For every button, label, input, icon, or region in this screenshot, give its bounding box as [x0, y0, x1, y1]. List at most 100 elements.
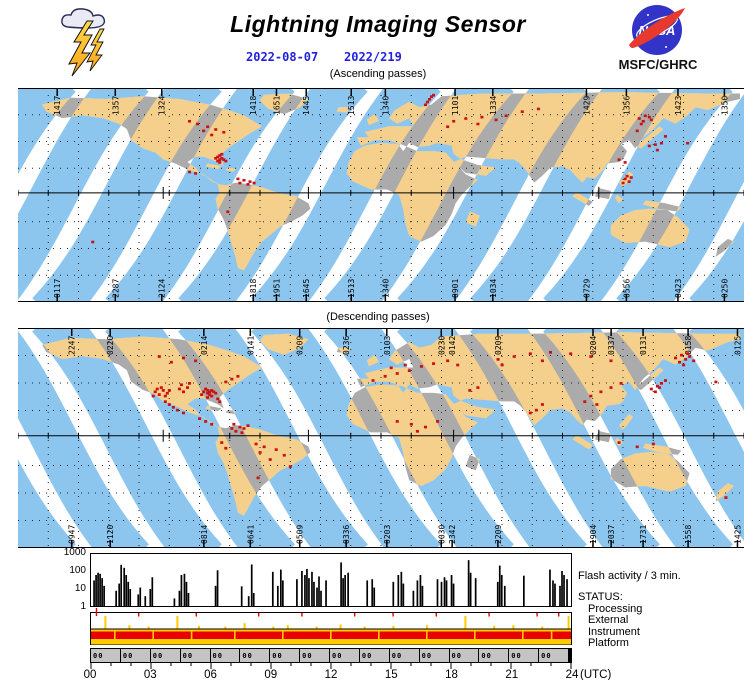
pass-time-bottom: 2124 — [158, 279, 167, 298]
time-cell: 00 — [450, 649, 480, 662]
time-cell: 00 — [420, 649, 450, 662]
hour-axis-labels: 00 03 06 09 12 15 18 21 24 (UTC) — [84, 669, 630, 680]
status-row-label: Platform — [588, 637, 629, 649]
pass-time-top: 0125 — [733, 336, 742, 355]
flash-y-tick: 100 — [69, 565, 86, 576]
pass-time-top: 0103 — [383, 336, 392, 355]
time-cell: 00 — [91, 649, 121, 662]
flash-y-tick: 1 — [80, 601, 86, 612]
time-segment-bar: 00 00 00 00 00 00 00 00 00 00 00 00 00 00 00 00 — [90, 648, 572, 663]
time-cell: 00 — [211, 649, 241, 662]
pass-time-bottom: 1731 — [639, 525, 648, 544]
pass-time-top: 1429 — [582, 96, 591, 115]
page-title: Lightning Imaging Sensor — [230, 11, 526, 37]
pass-time-top: 1445 — [302, 96, 311, 115]
status-chart — [90, 608, 572, 645]
status-legend: STATUS: Processing External Instrument Plat… — [578, 591, 643, 650]
pass-time-bottom: 2209 — [494, 525, 503, 544]
hour-label: 12 — [324, 669, 338, 680]
status-row-label: Instrument — [588, 625, 640, 638]
time-cell: 00 — [300, 649, 330, 662]
pass-time-bottom: 1645 — [302, 279, 311, 298]
hour-label: 24 — [565, 669, 579, 680]
org-label: MSFC/GHRC — [618, 57, 698, 72]
pass-time-bottom: 1904 — [589, 525, 598, 544]
time-cell: 00 — [479, 649, 510, 662]
pass-time-top: 1350 — [720, 96, 729, 115]
cloud-icon — [61, 8, 106, 29]
time-cell: 00 — [240, 649, 271, 662]
hour-label: 09 — [264, 669, 278, 680]
pass-time-bottom: 0336 — [342, 525, 351, 544]
pass-time-bottom: 0423 — [674, 279, 683, 298]
time-cell: 00 — [270, 649, 301, 662]
status-row-label: Processing — [588, 602, 643, 615]
ascending-passes-label: (Ascending passes) — [329, 68, 427, 80]
time-cell: 00 — [360, 649, 390, 662]
pass-time-top: 1101 — [451, 96, 460, 115]
lightning-bolt-icon — [68, 20, 105, 77]
hour-label: 00 — [83, 669, 97, 680]
pass-time-top: 0209 — [296, 336, 305, 355]
pass-time-bottom: 1425 — [733, 525, 742, 544]
time-cell: 00 — [181, 649, 211, 662]
pass-time-top: 0131 — [639, 336, 648, 355]
flash-activity-label: Flash activity / 3 min. — [578, 570, 681, 582]
pass-time-bottom: 1120 — [106, 525, 115, 544]
status-heading: STATUS: — [578, 591, 623, 603]
pass-time-top: 1513 — [347, 96, 356, 115]
pass-time-bottom: 0947 — [68, 525, 77, 544]
pass-time-bottom: 1951 — [272, 279, 281, 298]
pass-time-top: 0236 — [342, 336, 351, 355]
pass-time-top: 1418 — [249, 96, 258, 115]
pass-time-top: 2247 — [68, 336, 77, 355]
pass-time-bottom: 0250 — [720, 279, 729, 298]
time-cell: 00 — [509, 649, 540, 662]
pass-time-bottom: 0030 — [437, 525, 446, 544]
pass-time-bottom: 0814 — [200, 525, 209, 544]
descending-passes-label: (Descending passes) — [326, 311, 430, 323]
pass-time-top: 0230 — [437, 336, 446, 355]
hour-label: 21 — [505, 669, 519, 680]
flash-chart-y-axis: 1000 100 10 1 — [50, 547, 86, 613]
pass-time-bottom: 0729 — [582, 279, 591, 298]
pass-time-bottom: 0556 — [622, 279, 631, 298]
utc-label: (UTC) — [580, 669, 612, 680]
pass-time-bottom: 1558 — [684, 525, 693, 544]
pass-time-top: 1417 — [53, 96, 62, 115]
pass-time-top: 0209 — [494, 336, 503, 355]
pass-time-bottom: 1034 — [489, 279, 498, 298]
lightning-cloud-icon — [61, 8, 106, 77]
pass-time-top: 0141 — [246, 336, 255, 355]
date-label: 2022-08-07 — [246, 50, 319, 64]
flash-y-tick: 1000 — [63, 547, 86, 558]
nasa-logo[interactable]: NASA — [626, 3, 688, 59]
time-cell: 00 — [390, 649, 420, 662]
hour-label: 18 — [445, 669, 458, 680]
pass-time-top: 1340 — [381, 96, 390, 115]
time-cell: 00 — [541, 652, 552, 660]
pass-time-top: 0220 — [106, 336, 115, 355]
pass-time-top: 0337 — [607, 336, 616, 355]
pass-time-bottom: 0901 — [451, 279, 460, 298]
ascending-map: 1417 0117 1357 2287 1324 2124 1418 1818 1651 1951… — [18, 88, 744, 302]
flash-activity-chart — [90, 553, 572, 607]
hour-label: 06 — [204, 669, 217, 680]
pass-time-bottom: 0203 — [383, 525, 392, 544]
hour-ticks — [90, 663, 572, 669]
pass-time-bottom: 2342 — [448, 525, 457, 544]
pass-time-bottom: 0117 — [53, 279, 62, 298]
nasa-swoosh — [629, 8, 685, 48]
flash-y-tick: 10 — [74, 583, 86, 594]
pass-time-bottom: 2287 — [111, 279, 120, 298]
pass-time-top: 1334 — [489, 96, 498, 115]
hour-label: 15 — [384, 669, 398, 680]
pass-time-bottom: 2037 — [607, 525, 616, 544]
hour-label: 03 — [143, 669, 157, 680]
pass-time-top: 1423 — [674, 96, 683, 115]
pass-time-top: 1324 — [158, 96, 167, 115]
status-row-label: External — [588, 614, 629, 626]
time-cell: 00 — [121, 649, 151, 662]
pass-time-top: 0142 — [448, 336, 457, 355]
time-cell: 00 — [151, 649, 181, 662]
